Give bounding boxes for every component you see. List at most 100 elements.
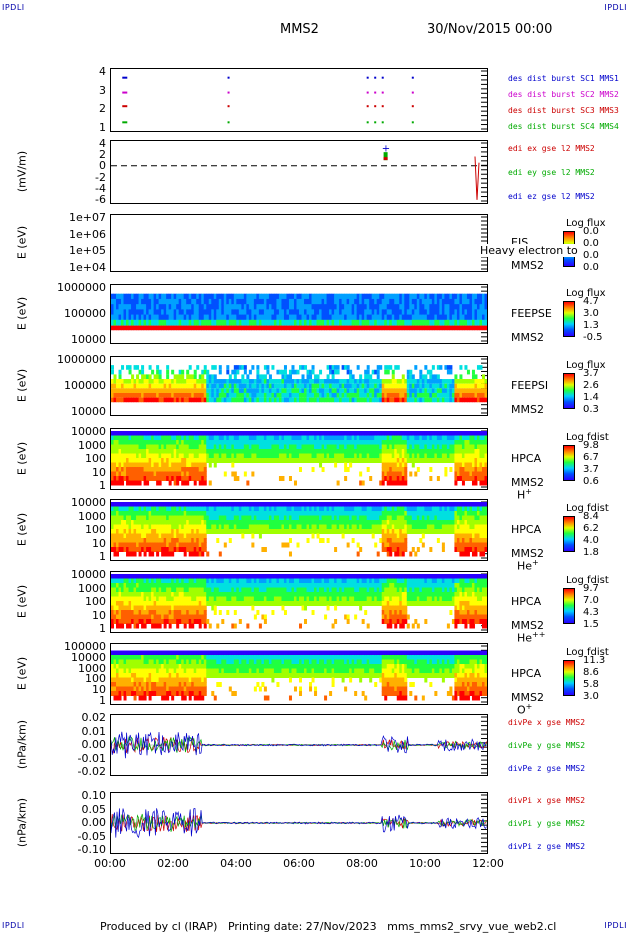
spec-cell: [166, 524, 170, 530]
spec-cell: [293, 298, 297, 305]
spec-cell: [359, 314, 363, 321]
spec-cell: [301, 458, 305, 463]
spec-cell: [359, 392, 363, 398]
spec-cell: [334, 388, 338, 393]
spec-cell: [261, 319, 265, 326]
spec-cell: [341, 533, 345, 539]
spec-cell: [456, 538, 460, 543]
spec-cell: [461, 471, 465, 477]
spec-cell: [223, 431, 227, 436]
spec-cell: [374, 431, 378, 436]
spec-cell: [233, 515, 237, 521]
spec-cell: [151, 304, 155, 310]
ytick-eis-2: 1e+05: [69, 244, 106, 258]
spec-cell: [471, 453, 475, 459]
spec-cell: [281, 511, 285, 516]
spec-cell: [434, 520, 438, 525]
spec-cell: [464, 449, 468, 454]
spec-cell: [334, 369, 338, 375]
spec-cell: [326, 440, 330, 445]
spec-cell: [128, 293, 132, 300]
spec-cell: [356, 506, 360, 512]
spec-cell: [208, 304, 212, 310]
spec-cell: [469, 506, 473, 512]
spec-cell: [474, 515, 478, 521]
spec-cell: [291, 397, 295, 403]
spec-cell: [476, 379, 480, 384]
spec-cell: [346, 511, 350, 516]
spec-cell: [226, 440, 230, 445]
spec-cell: [394, 397, 398, 403]
spec-cell: [253, 458, 257, 463]
spec-cell: [268, 440, 272, 445]
spec-cell: [226, 293, 230, 300]
spec-cell: [354, 515, 358, 521]
spec-cell: [221, 458, 225, 463]
spec-cell: [283, 392, 287, 398]
spec-cell: [111, 325, 115, 331]
spec-cell: [176, 471, 180, 477]
spec-cell: [361, 511, 365, 516]
spec-cell: [319, 538, 323, 543]
spec-cell: [446, 453, 450, 459]
spec-cell: [118, 506, 122, 512]
spec-cell: [314, 506, 318, 512]
spec-cell: [479, 511, 483, 516]
spec-cell: [316, 458, 320, 463]
spec-cell: [474, 502, 478, 507]
spec-cell: [429, 520, 433, 525]
spec-cell: [281, 314, 285, 321]
spec-cell: [319, 435, 323, 441]
ytick-feepsi-0: 1000000: [57, 353, 106, 366]
spec-cell: [263, 449, 267, 454]
spec-cell: [319, 309, 323, 316]
spec-cell: [331, 449, 335, 454]
spec-cell: [131, 388, 135, 393]
spec-cell: [419, 392, 423, 398]
spec-cell: [309, 524, 313, 530]
spec-cell: [133, 431, 137, 436]
spec-cell: [123, 388, 127, 393]
spec-cell: [471, 388, 475, 393]
spec-cell: [231, 520, 235, 525]
spec-cell: [236, 476, 240, 481]
spec-cell: [136, 511, 140, 516]
spec-cell: [201, 309, 205, 316]
spec-cell: [436, 298, 440, 305]
spec-cell: [351, 506, 355, 512]
spec-cell: [474, 524, 478, 530]
spec-cell: [243, 293, 247, 300]
spec-cell: [161, 515, 165, 521]
spec-cell: [111, 365, 115, 370]
spec-cell: [434, 529, 438, 534]
spec-cell: [354, 314, 358, 321]
spec-cell: [436, 511, 440, 516]
spec-cell: [461, 467, 465, 472]
spec-cell: [456, 529, 460, 534]
spec-cell: [186, 383, 190, 389]
spec-cell: [196, 547, 200, 552]
spec-cell: [471, 431, 475, 436]
spec-cell: [319, 298, 323, 305]
spec-cell: [471, 542, 475, 548]
spec-cell: [161, 379, 165, 384]
spec-cell: [459, 392, 463, 398]
spec-cell: [141, 388, 145, 393]
spec-cell: [479, 383, 483, 389]
spec-cell: [351, 449, 355, 454]
spec-cell: [273, 440, 277, 445]
spec-cell: [121, 506, 125, 512]
spec-cell: [148, 304, 152, 310]
spec-cell: [196, 444, 200, 450]
spec-cell: [459, 365, 463, 370]
spec-cell: [286, 542, 290, 548]
spec-cell: [203, 502, 207, 507]
spec-cell: [376, 511, 380, 516]
spec-cell: [261, 397, 265, 403]
spec-cell: [168, 397, 172, 403]
spec-cell: [326, 453, 330, 459]
spec-cell: [346, 467, 350, 472]
spec-cell: [111, 524, 115, 530]
spec-cell: [113, 449, 117, 454]
spec-cell: [306, 392, 310, 398]
